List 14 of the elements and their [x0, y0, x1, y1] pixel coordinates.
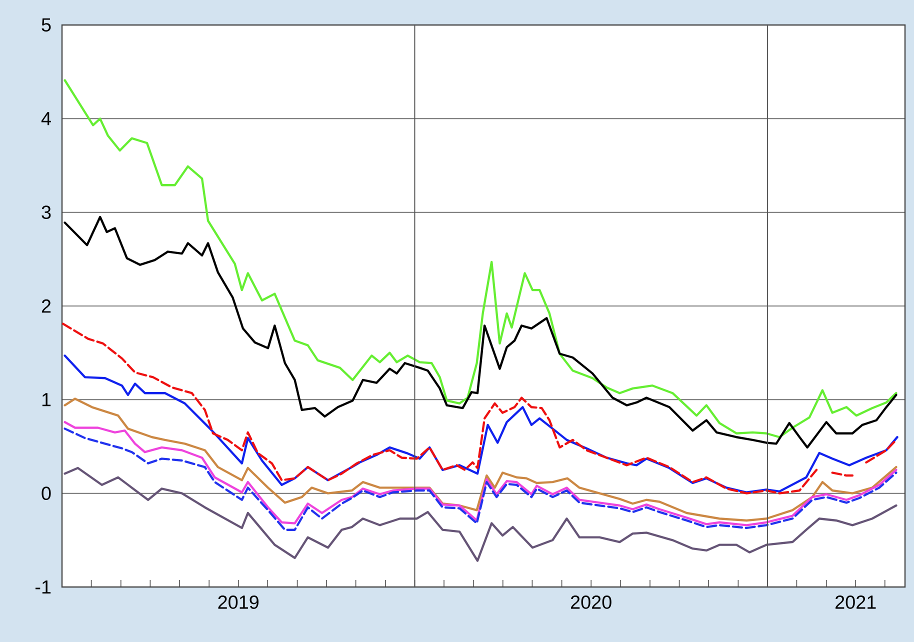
line-series — [64, 466, 898, 562]
line-series — [64, 79, 898, 438]
x-tick-label: 2021 — [836, 595, 876, 609]
y-tick-label: 0 — [42, 486, 51, 500]
y-tick-label: -1 — [36, 580, 51, 594]
line-series — [64, 354, 898, 494]
y-tick-label: 3 — [42, 206, 51, 220]
y-tick-label: 1 — [42, 393, 51, 406]
y-tick-label: 4 — [41, 112, 51, 126]
y-tick-label: 2 — [42, 299, 51, 313]
x-tick-label: 2020 — [570, 595, 612, 609]
x-tick-label: 2019 — [218, 595, 259, 609]
line-series — [64, 216, 898, 449]
y-tick-label: 5 — [42, 18, 51, 32]
